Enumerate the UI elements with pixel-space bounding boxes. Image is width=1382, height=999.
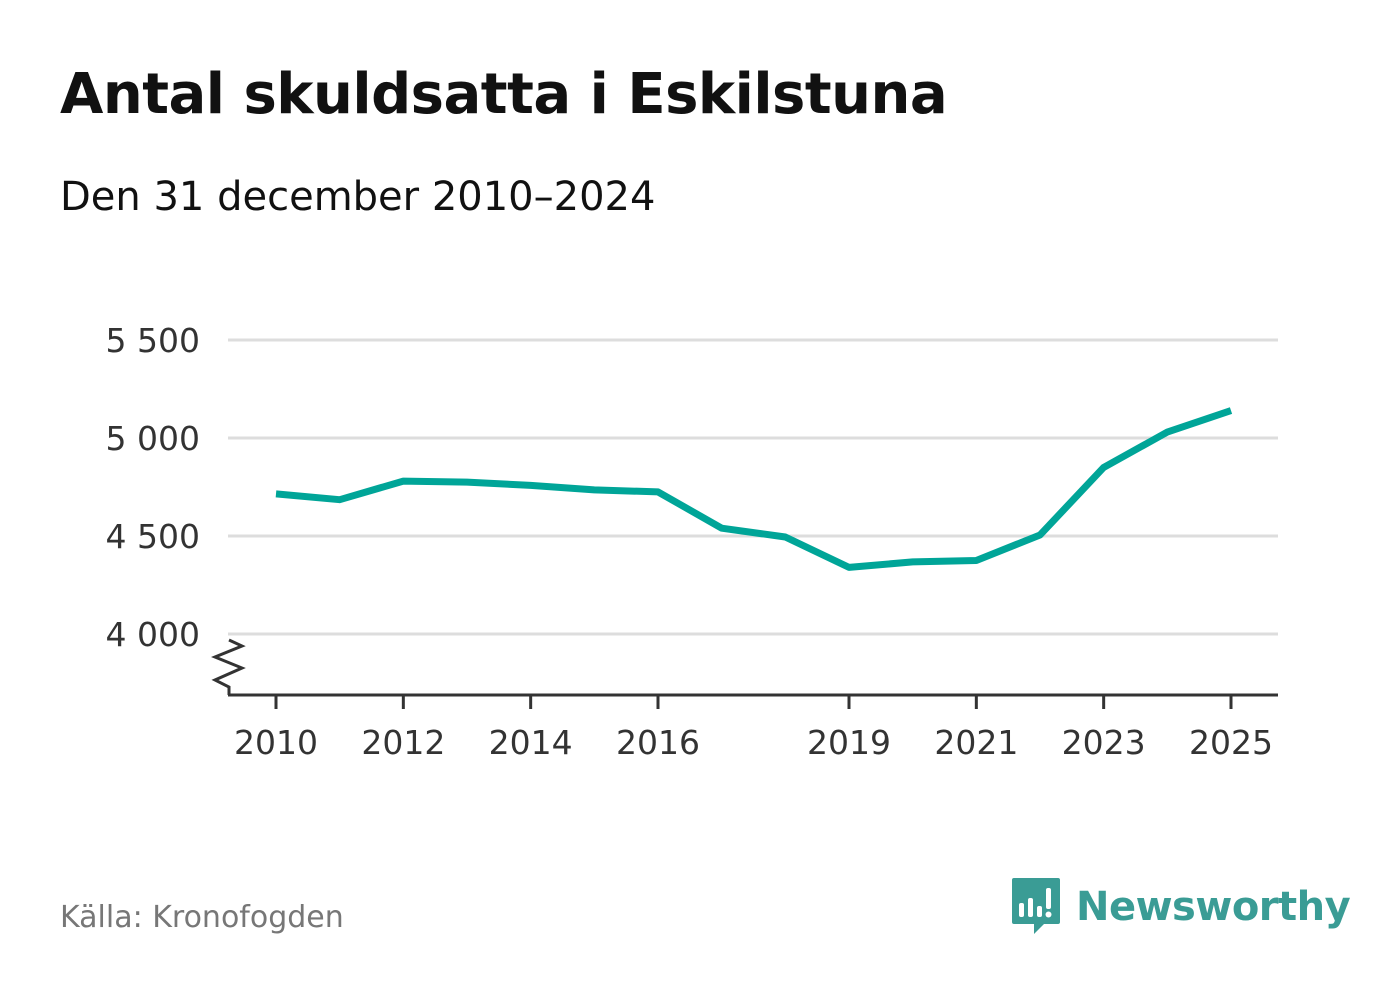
- x-tick-label: 2010: [234, 723, 318, 762]
- brand-logo: Newsworthy: [1010, 876, 1351, 938]
- x-tick-label: 2021: [934, 723, 1018, 762]
- y-tick-label: 4 500: [106, 517, 200, 556]
- chart-subtitle: Den 31 december 2010–2024: [60, 174, 656, 220]
- chart-title: Antal skuldsatta i Eskilstuna: [60, 62, 948, 127]
- x-tick-label: 2023: [1062, 723, 1146, 762]
- x-tick-label: 2016: [616, 723, 700, 762]
- gridlines: [228, 338, 1278, 636]
- x-tick-label: 2025: [1189, 723, 1273, 762]
- y-axis-tick-labels: 4 000 4 500 5 000 5 500: [106, 321, 200, 654]
- series-line: [275, 407, 1233, 571]
- x-tick-label: 2012: [361, 723, 445, 762]
- series-layer: [275, 407, 1233, 571]
- y-tick-label: 5 000: [106, 419, 200, 458]
- x-tick-label: 2014: [489, 723, 573, 762]
- brand-name: Newsworthy: [1076, 884, 1351, 930]
- y-tick-label: 5 500: [106, 321, 200, 360]
- source-note: Källa: Kronofogden: [60, 900, 344, 935]
- x-axis: [211, 638, 1278, 709]
- y-tick-label: 4 000: [106, 615, 200, 654]
- x-tick-label: 2019: [807, 723, 891, 762]
- axis-break-marker: [211, 638, 246, 695]
- newsworthy-logo-icon: [1012, 878, 1060, 934]
- x-axis-tick-labels: 2010 2012 2014 2016 2019 2021 2023 2025: [234, 723, 1273, 762]
